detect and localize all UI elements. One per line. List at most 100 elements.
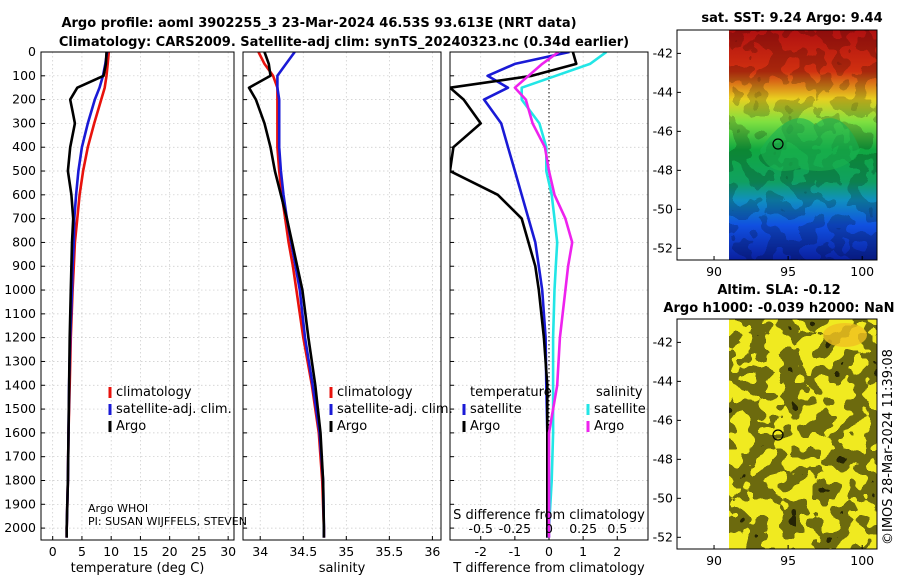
sst-map bbox=[676, 29, 878, 261]
y-tick-label: 100 bbox=[12, 68, 36, 83]
map-y-tick-label: -46 bbox=[653, 123, 673, 138]
difference-panel: -2 -1 0 1 2 T difference from climatology -0.5… bbox=[449, 51, 649, 576]
legend-temperature-title: temperature bbox=[470, 385, 552, 400]
temp-legend-1-label: satellite-adj. clim. bbox=[116, 402, 232, 417]
x-tick-label: -1 bbox=[509, 544, 521, 559]
sst-map-title: sat. SST: 9.24 Argo: 9.44 bbox=[701, 11, 882, 26]
x-axis-label: T difference from climatology bbox=[452, 561, 645, 576]
map-y-tick-label: -52 bbox=[653, 529, 673, 544]
x-tick-label: 15 bbox=[132, 544, 148, 559]
diff-t-satellite bbox=[482, 52, 570, 538]
legend-t-argo-label: Argo bbox=[470, 419, 500, 434]
legend-t-satellite-label: satellite bbox=[470, 402, 522, 417]
x-tick-label: 34 bbox=[252, 544, 268, 559]
temp-series-satellite-adj--clim- bbox=[65, 52, 109, 538]
map-y-tick-label: -48 bbox=[653, 162, 673, 177]
sal-frame bbox=[242, 51, 442, 541]
y-tick-label: 900 bbox=[12, 258, 36, 273]
map-y-tick-label: -50 bbox=[653, 490, 673, 505]
x-axis-label: temperature (deg C) bbox=[71, 561, 205, 576]
x-tick-label: 34.5 bbox=[289, 544, 317, 559]
y-tick-label: 1500 bbox=[4, 401, 36, 416]
x-tick-label: 0 bbox=[545, 544, 553, 559]
temp-legend-0-label: climatology bbox=[116, 385, 192, 400]
sla-map-title: Altim. SLA: -0.12 bbox=[717, 283, 840, 298]
s-tick-label: 0.5 bbox=[607, 521, 627, 536]
map-y-tick-label: -44 bbox=[653, 373, 673, 388]
temperature-panel: 0100200300400500600700800900100011001200… bbox=[4, 44, 236, 576]
sal-legend-1-label: satellite-adj. clim. bbox=[337, 402, 453, 417]
sal-series-climatology bbox=[257, 52, 326, 538]
y-tick-label: 1300 bbox=[4, 353, 36, 368]
map-y-tick-label: -48 bbox=[653, 451, 673, 466]
y-tick-label: 200 bbox=[12, 92, 36, 107]
s-tick-label: -0.5 bbox=[469, 521, 493, 536]
y-tick-label: 0 bbox=[28, 44, 36, 59]
credit-pi: PI: SUSAN WIJFFELS, STEVEN bbox=[88, 515, 247, 528]
s-tick-label: -0.25 bbox=[499, 521, 531, 536]
y-tick-label: 500 bbox=[12, 163, 36, 178]
x-tick-label: 35.5 bbox=[375, 544, 403, 559]
sla-argo-marker bbox=[772, 429, 784, 441]
map-y-tick-label: -44 bbox=[653, 84, 673, 99]
y-tick-label: 1400 bbox=[4, 377, 36, 392]
x-tick-label: 20 bbox=[162, 544, 178, 559]
sst-argo-marker bbox=[772, 138, 784, 150]
y-tick-label: 1200 bbox=[4, 330, 36, 345]
credit-institution: Argo WHOI bbox=[88, 502, 148, 515]
y-tick-label: 1000 bbox=[4, 282, 36, 297]
legend-salinity-title: salinity bbox=[596, 385, 643, 400]
x-axis-label: salinity bbox=[319, 561, 366, 576]
s-axis-label: S difference from climatology bbox=[453, 508, 645, 523]
map-x-tick-label: 100 bbox=[850, 264, 874, 279]
diff-t-argo bbox=[450, 52, 578, 538]
sst-map-frame bbox=[676, 29, 878, 261]
map-y-tick-label: -42 bbox=[653, 334, 673, 349]
temp-legend-2-label: Argo bbox=[116, 419, 146, 434]
legend-s-satellite-label: satellite bbox=[594, 402, 646, 417]
map-y-tick-label: -42 bbox=[653, 45, 673, 60]
sal-legend-2-label: Argo bbox=[337, 419, 367, 434]
grid bbox=[243, 51, 441, 540]
x-tick-label: 36 bbox=[424, 544, 440, 559]
y-tick-label: 1900 bbox=[4, 496, 36, 511]
diff-frame bbox=[449, 51, 649, 541]
x-tick-label: 1 bbox=[579, 544, 587, 559]
x-tick-label: -2 bbox=[474, 544, 486, 559]
map-x-tick-label: 95 bbox=[780, 264, 796, 279]
y-tick-label: 1800 bbox=[4, 472, 36, 487]
y-tick-label: 2000 bbox=[4, 520, 36, 535]
map-x-tick-label: 90 bbox=[706, 553, 722, 568]
temp-series-argo bbox=[65, 52, 108, 538]
map-y-tick-label: -52 bbox=[653, 240, 673, 255]
map-x-tick-label: 95 bbox=[780, 553, 796, 568]
sal-legend-0-label: climatology bbox=[337, 385, 413, 400]
diff-s-argo bbox=[513, 52, 574, 538]
sla-map-frame bbox=[676, 318, 878, 550]
x-tick-label: 2 bbox=[613, 544, 621, 559]
watermark: ©IMOS 28-Mar-2024 11:39:08 bbox=[881, 349, 896, 545]
y-tick-label: 300 bbox=[12, 115, 36, 130]
sla-map-subtitle: Argo h1000: -0.039 h2000: NaN bbox=[663, 301, 894, 316]
x-tick-label: 5 bbox=[78, 544, 86, 559]
sal-series-satellite-adj--clim- bbox=[276, 52, 326, 538]
map-y-tick-label: -50 bbox=[653, 201, 673, 216]
title-line-2: Climatology: CARS2009. Satellite-adj cli… bbox=[59, 35, 629, 50]
x-tick-label: 10 bbox=[103, 544, 119, 559]
x-tick-label: 30 bbox=[220, 544, 236, 559]
y-tick-label: 700 bbox=[12, 211, 36, 226]
s-tick-label: 0.25 bbox=[569, 521, 597, 536]
diff-s-satellite bbox=[520, 52, 608, 538]
grid bbox=[41, 51, 234, 540]
salinity-panel: 34 34.5 35 35.5 36 salinity climatology satelli… bbox=[242, 51, 453, 576]
map-y-tick-label: -46 bbox=[653, 412, 673, 427]
y-tick-label: 1100 bbox=[4, 306, 36, 321]
map-x-tick-label: 90 bbox=[706, 264, 722, 279]
y-tick-label: 600 bbox=[12, 187, 36, 202]
x-tick-label: 0 bbox=[49, 544, 57, 559]
sla-texture bbox=[729, 319, 877, 549]
sla-map bbox=[676, 318, 878, 550]
y-tick-label: 800 bbox=[12, 234, 36, 249]
s-tick-label: 0 bbox=[545, 521, 553, 536]
